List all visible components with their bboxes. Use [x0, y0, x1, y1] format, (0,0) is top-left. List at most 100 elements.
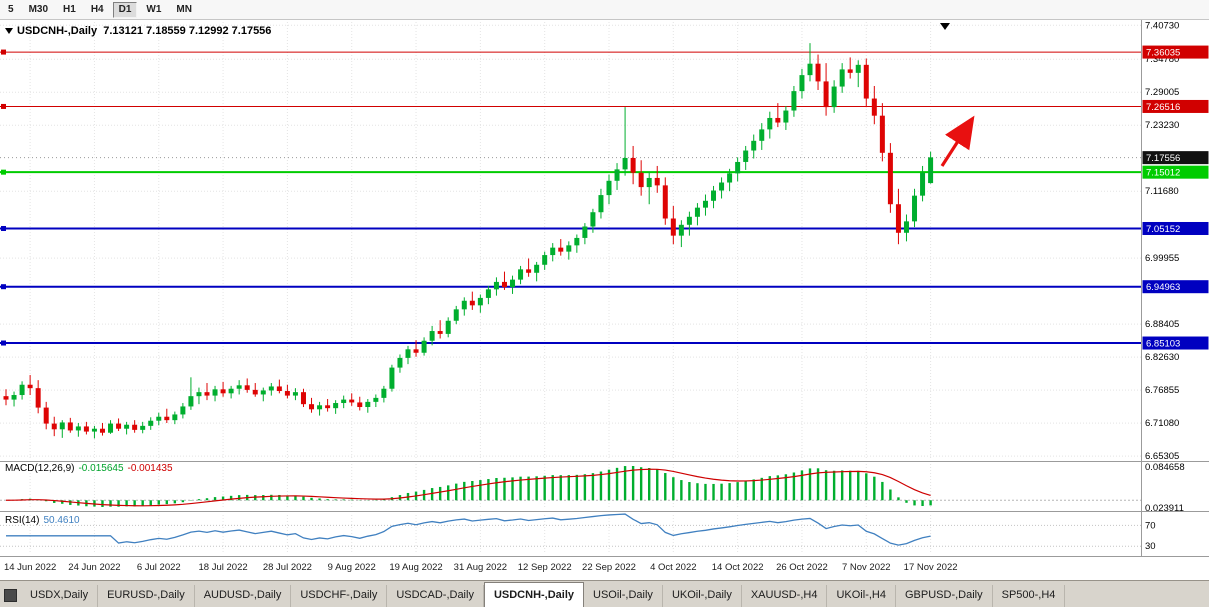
date-label: 26 Oct 2022 [776, 562, 828, 573]
tab-usoil-daily[interactable]: USOil-,Daily [584, 585, 663, 607]
macd-signal-line [5, 468, 931, 507]
price-line-handle[interactable] [1, 103, 6, 109]
candle-body [743, 150, 749, 162]
candle-body [903, 221, 909, 233]
candle-body [670, 218, 676, 236]
candle-body [99, 428, 105, 433]
candle-body [582, 226, 588, 238]
candle-body [276, 386, 282, 392]
candle-body [180, 406, 186, 415]
candle-body [204, 392, 210, 396]
candle-body [775, 117, 781, 123]
candle-body [630, 157, 636, 173]
candle-body [11, 395, 17, 400]
timeframe-button-5[interactable]: 5 [8, 3, 14, 15]
date-label: 28 Jul 2022 [263, 562, 312, 573]
trend-arrow-annotation[interactable] [940, 115, 975, 167]
candle-body [727, 173, 733, 183]
price-tick-label: 7.29005 [1145, 87, 1179, 98]
price-badge-label: 6.85103 [1146, 339, 1180, 350]
candle-body [518, 269, 524, 280]
date-label: 4 Oct 2022 [650, 562, 696, 573]
macd-signal-value: -0.001435 [127, 463, 173, 474]
tab-usdcnh-daily[interactable]: USDCNH-,Daily [483, 582, 585, 607]
candle-body [702, 200, 708, 208]
date-label: 14 Oct 2022 [712, 562, 764, 573]
tab-sp500-h4[interactable]: SP500-,H4 [993, 585, 1066, 607]
candle-body [43, 407, 49, 424]
price-line-handle[interactable] [1, 284, 6, 290]
candle-body [566, 245, 572, 252]
candle-body [75, 426, 81, 431]
candle-body [357, 402, 363, 408]
timeframe-button-m30[interactable]: M30 [28, 3, 49, 15]
candle-body [188, 396, 194, 407]
price-badge-label: 7.15012 [1146, 168, 1180, 179]
candle-body [879, 115, 885, 153]
candle-body [83, 426, 89, 432]
price-line-handle[interactable] [1, 49, 6, 55]
price-badge [1142, 336, 1209, 350]
date-label: 24 Jun 2022 [68, 562, 120, 573]
price-line-handle[interactable] [1, 225, 6, 231]
price-line-handle[interactable] [1, 340, 6, 346]
tab-eurusd-daily[interactable]: EURUSD-,Daily [98, 585, 195, 607]
candle-body [268, 386, 274, 391]
candle-body [759, 129, 765, 141]
timeframe-button-h1[interactable]: H1 [63, 3, 76, 15]
timeframe-button-h4[interactable]: H4 [90, 3, 104, 15]
price-tick-label: 6.71080 [1145, 418, 1179, 429]
date-label: 9 Aug 2022 [328, 562, 376, 573]
timeframe-button-mn[interactable]: MN [176, 3, 192, 15]
candle-body [397, 357, 403, 368]
candle-body [493, 281, 499, 290]
candle-body [19, 384, 25, 396]
tab-list-icon[interactable] [4, 589, 17, 602]
timeframe-button-w1[interactable]: W1 [146, 3, 162, 15]
candle-body [108, 423, 114, 433]
macd-main-value: -0.015645 [78, 463, 124, 474]
macd-axis-max-label: 0.084658 [1145, 462, 1185, 473]
chart-canvas[interactable]: 0.084658 0.023911 70 30 7.40730 7.34780 7.2900… [0, 0, 1209, 580]
tab-xauusd-h4[interactable]: XAUUSD-,H4 [742, 585, 828, 607]
candle-body [172, 414, 178, 421]
tab-ukoil-h4[interactable]: UKOil-,H4 [827, 585, 896, 607]
tab-ukoil-daily[interactable]: UKOil-,Daily [663, 585, 742, 607]
price-line-handle[interactable] [1, 169, 6, 175]
date-label: 12 Sep 2022 [518, 562, 572, 573]
candle-body [260, 390, 266, 395]
candle-body [863, 64, 869, 99]
candle-body [823, 81, 829, 108]
candle-body [437, 331, 443, 334]
tab-usdx-daily[interactable]: USDX,Daily [21, 585, 99, 607]
candle-body [574, 237, 580, 246]
candle-body [164, 416, 170, 421]
candle-body [317, 405, 323, 410]
chart-dropdown-icon[interactable] [5, 28, 13, 35]
candle-body [156, 416, 162, 421]
price-tick-label: 7.40730 [1145, 20, 1179, 31]
candle-body [51, 423, 57, 430]
candle-body [252, 389, 258, 395]
candle-body [735, 161, 741, 174]
candle-body [292, 392, 298, 396]
tab-usdchf-daily[interactable]: USDCHF-,Daily [291, 585, 388, 607]
tab-gbpusd-daily[interactable]: GBPUSD-,Daily [896, 585, 993, 607]
candle-body [220, 389, 226, 394]
rsi-name: RSI(14) [5, 515, 40, 526]
rsi-level-label: 70 [1145, 520, 1156, 531]
candle-body [920, 172, 926, 196]
candle-body [711, 190, 717, 201]
candle-body [839, 69, 845, 87]
candle-body [196, 392, 202, 397]
tab-usdcad-daily[interactable]: USDCAD-,Daily [387, 585, 484, 607]
tab-audusd-daily[interactable]: AUDUSD-,Daily [195, 585, 292, 607]
candle-body [284, 391, 290, 396]
candle-body [59, 422, 65, 430]
candle-body [638, 172, 644, 188]
candle-body [405, 349, 411, 358]
timeframe-button-d1[interactable]: D1 [112, 1, 138, 18]
candle-body [928, 157, 934, 184]
price-badge [1142, 45, 1209, 59]
